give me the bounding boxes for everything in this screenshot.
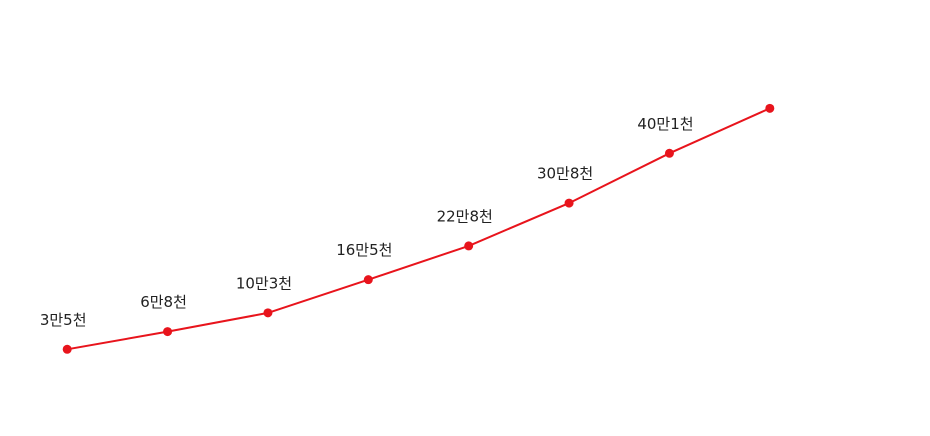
point <box>765 103 775 113</box>
data-label: 10만3천 <box>236 274 292 292</box>
point <box>664 148 674 158</box>
point <box>564 198 574 208</box>
data-label: 6만8천 <box>140 293 187 311</box>
data-label: 16만5천 <box>336 241 392 259</box>
point <box>163 327 173 337</box>
data-label: 22만8천 <box>437 207 493 225</box>
point <box>263 308 273 318</box>
data-label: 40만1천 <box>637 115 693 133</box>
point <box>62 344 72 354</box>
line <box>67 107 771 351</box>
point <box>363 275 373 285</box>
data-label: 3만5천 <box>40 311 87 329</box>
point <box>464 241 474 251</box>
data-label: 30만8천 <box>537 165 593 183</box>
